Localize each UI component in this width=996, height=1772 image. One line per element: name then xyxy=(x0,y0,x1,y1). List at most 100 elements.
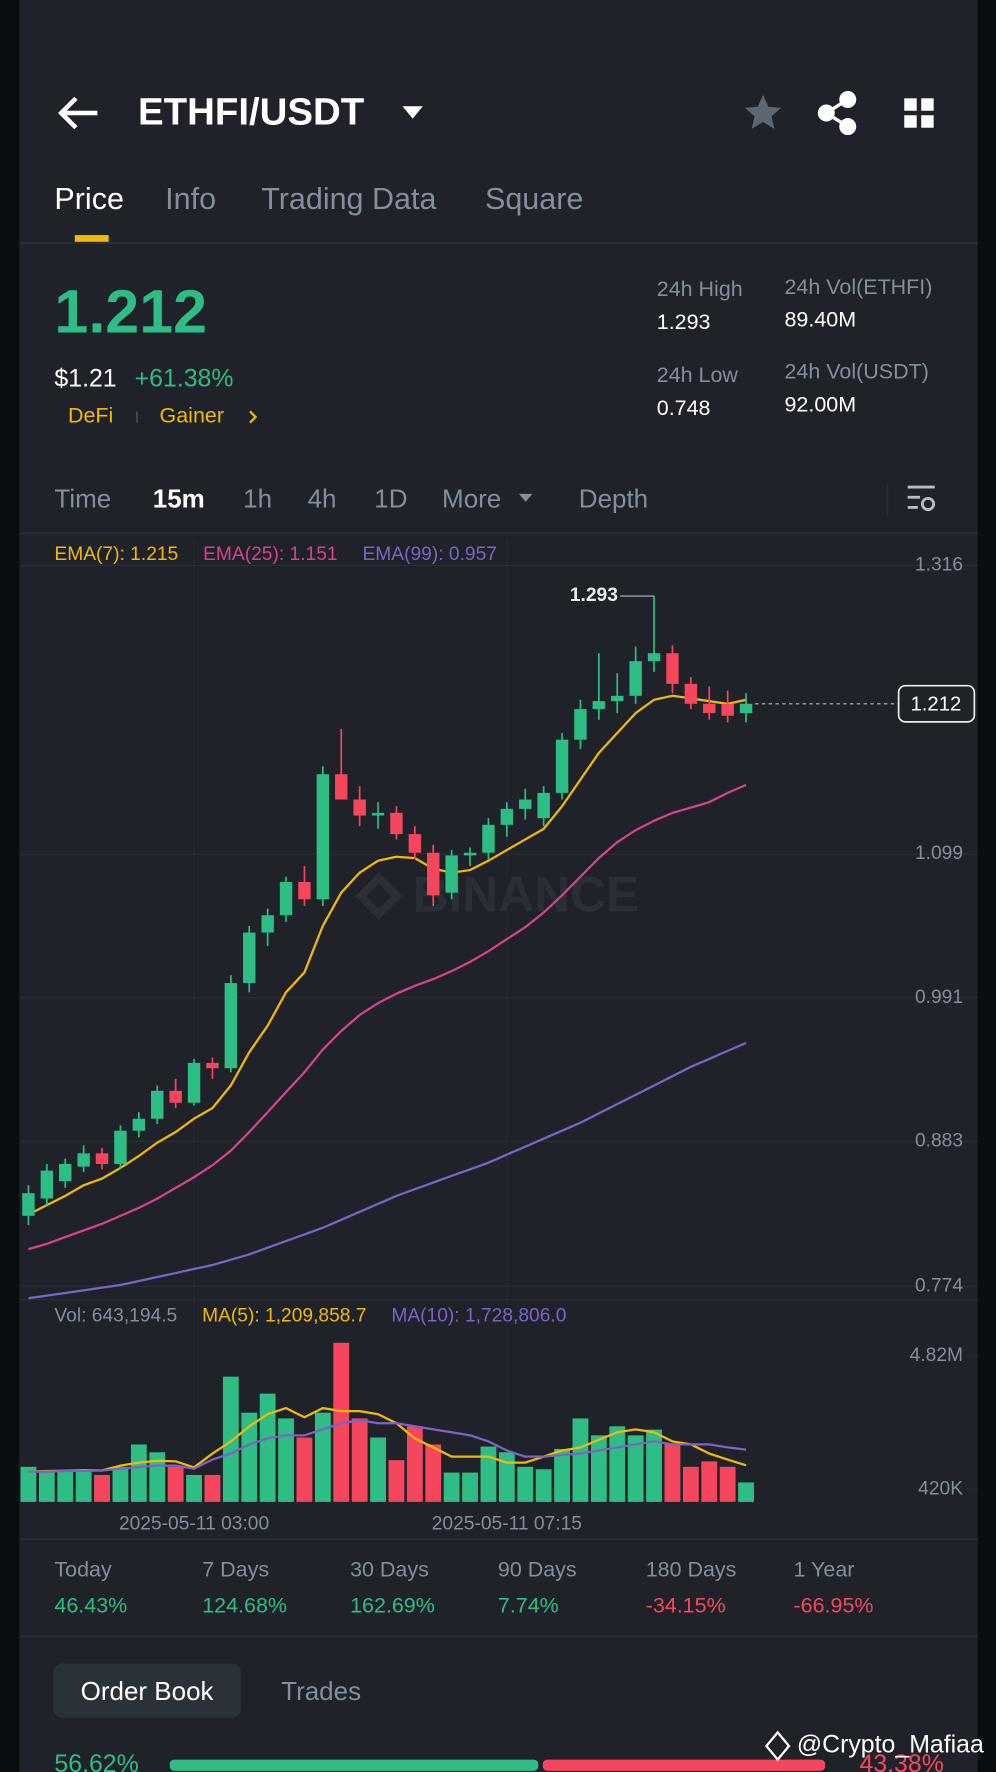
candle-body xyxy=(703,703,716,714)
candle-body xyxy=(77,1153,90,1167)
tab-indicator xyxy=(74,235,109,242)
pair-title[interactable]: ETHFI/USDT xyxy=(138,90,365,133)
candle-body xyxy=(666,653,679,684)
volume-bar xyxy=(167,1466,184,1502)
tag[interactable]: DeFi xyxy=(68,404,113,428)
volume-bar xyxy=(572,1418,589,1502)
interval-tab[interactable]: More xyxy=(442,483,501,513)
last-price-label: 1.212 xyxy=(910,693,961,715)
kline-chart: BINANCE1.3161.0990.9910.8830.7744.82M420… xyxy=(19,540,978,1535)
volume-bar xyxy=(738,1482,754,1502)
tab[interactable]: Trading Data xyxy=(261,182,436,216)
ui-layer: Price Info Trading Data Square 24h High 1.293… xyxy=(53,182,984,1772)
interval-tab[interactable]: 1h xyxy=(243,483,272,513)
candle-body xyxy=(243,932,256,984)
buy-ratio-bar xyxy=(169,1759,539,1771)
x-tick-label: 2025-05-11 03:00 xyxy=(119,1514,269,1535)
interval-tab[interactable]: 15m xyxy=(153,483,205,513)
volume-bar xyxy=(443,1472,460,1502)
legend-entry: Vol: 643,194.5 xyxy=(54,1306,177,1327)
candle-body xyxy=(187,1062,201,1103)
volume-bar xyxy=(480,1446,497,1502)
volume-bar xyxy=(259,1393,276,1502)
volume-bar xyxy=(57,1471,74,1502)
volume-bar xyxy=(370,1437,386,1502)
volume-bar xyxy=(517,1466,534,1502)
tag[interactable]: Gainer xyxy=(160,404,224,428)
last-price: 1.212 xyxy=(54,278,207,346)
candle-body xyxy=(95,1153,109,1164)
candle-body xyxy=(335,774,348,800)
volume-bar xyxy=(388,1460,405,1502)
candle-body xyxy=(721,703,734,716)
performance-value: -34.15% xyxy=(646,1594,726,1618)
volume-bar xyxy=(646,1429,662,1502)
interval-tab[interactable]: 1D xyxy=(374,483,407,513)
y-tick-label: 0.883 xyxy=(915,1130,963,1151)
stat-label: 24h High xyxy=(657,277,743,301)
sell-ratio-label: 43.38% xyxy=(859,1750,943,1772)
candle-body xyxy=(684,683,698,704)
stat-value: 92.00M xyxy=(784,392,856,416)
stat-label: 24h Vol(ETHFI) xyxy=(784,275,932,299)
candle-body xyxy=(132,1118,146,1131)
performance-label: 180 Days xyxy=(646,1558,737,1582)
volume-bar xyxy=(314,1412,331,1502)
candle-body xyxy=(482,824,495,853)
candle-body xyxy=(574,709,587,740)
max-label: 1.293 xyxy=(570,585,618,606)
more-dropdown[interactable] xyxy=(518,493,533,502)
orderbook-tab[interactable]: Order Book xyxy=(81,1676,215,1706)
performance-label: Today xyxy=(54,1558,112,1582)
price-change: +61.38% xyxy=(135,364,234,392)
volume-bar xyxy=(204,1474,221,1502)
volume-bar xyxy=(75,1471,92,1502)
layout-button[interactable] xyxy=(904,98,934,128)
candle-body xyxy=(463,852,477,856)
candle-body xyxy=(445,855,458,893)
stat-label: 24h Low xyxy=(657,363,739,387)
favorite-button[interactable] xyxy=(744,94,782,129)
candle-body xyxy=(353,799,366,816)
stat-value: 89.40M xyxy=(784,308,856,332)
volume-bar xyxy=(241,1412,258,1502)
candle-body xyxy=(611,695,624,702)
performance-label: 90 Days xyxy=(498,1558,577,1582)
candle-body xyxy=(151,1090,164,1119)
volume-bar xyxy=(38,1472,55,1502)
candle-body xyxy=(298,881,311,900)
candle-body xyxy=(261,915,274,933)
volume-bar xyxy=(462,1472,478,1502)
volume-bar xyxy=(682,1466,699,1502)
tab-active-bg xyxy=(53,1663,241,1718)
volume-bar xyxy=(94,1474,110,1502)
legend-entry: EMA(99): 0.957 xyxy=(362,544,497,565)
orderbook-tab[interactable]: Trades xyxy=(281,1676,361,1706)
legend-entry: EMA(7): 1.215 xyxy=(54,544,178,565)
back-button[interactable] xyxy=(58,96,98,130)
share-button[interactable] xyxy=(817,90,857,136)
interval-tab[interactable]: Depth xyxy=(579,483,648,513)
interval-tab[interactable]: 4h xyxy=(308,483,337,513)
chart-settings-button[interactable] xyxy=(907,485,936,512)
ema-line xyxy=(28,1041,747,1300)
pair-dropdown[interactable] xyxy=(402,106,423,119)
performance-label: 30 Days xyxy=(350,1558,429,1582)
tab[interactable]: Price xyxy=(54,182,124,216)
performance-value: 124.68% xyxy=(202,1594,287,1618)
interval-tab[interactable]: Time xyxy=(54,483,111,513)
volume-bar xyxy=(425,1444,442,1502)
volume-bar xyxy=(112,1466,129,1502)
tab[interactable]: Info xyxy=(165,182,216,216)
ema-line xyxy=(27,694,747,1216)
y-tick-label: 1.099 xyxy=(915,843,963,864)
volume-bar xyxy=(535,1469,552,1502)
performance-label: 1 Year xyxy=(794,1558,855,1582)
tab[interactable]: Square xyxy=(485,182,583,216)
legend-entry: MA(5): 1,209,858.7 xyxy=(202,1306,366,1327)
performance-value: 46.43% xyxy=(54,1594,127,1618)
performance-label: 7 Days xyxy=(202,1558,269,1582)
y-tick-label: 420K xyxy=(918,1478,963,1499)
